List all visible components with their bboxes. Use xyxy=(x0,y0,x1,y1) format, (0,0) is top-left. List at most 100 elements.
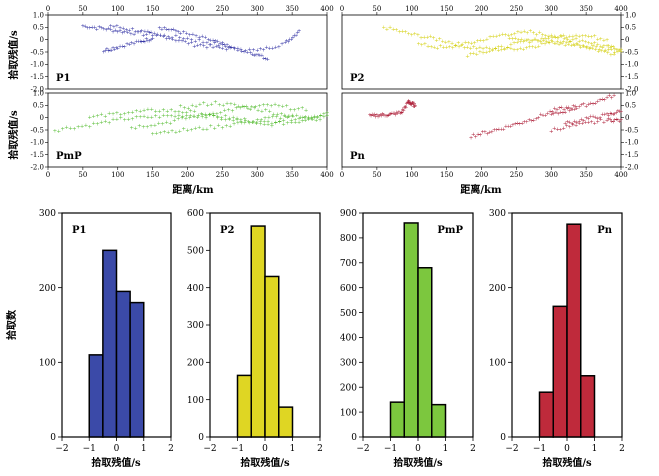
data-point: + xyxy=(149,38,154,44)
data-point: + xyxy=(251,47,256,53)
data-point: + xyxy=(177,110,182,116)
data-point: + xyxy=(248,50,253,56)
data-point: + xyxy=(183,39,188,45)
data-point: + xyxy=(554,41,559,47)
data-point: + xyxy=(603,48,608,54)
data-point: + xyxy=(394,110,399,116)
data-point: + xyxy=(285,115,290,121)
data-point: + xyxy=(143,29,148,35)
data-point: + xyxy=(200,114,205,120)
data-point: + xyxy=(184,31,189,37)
data-point: + xyxy=(594,45,599,51)
data-point: + xyxy=(178,104,183,110)
panel-label: P2 xyxy=(220,225,235,236)
data-point: + xyxy=(236,104,241,110)
data-point: + xyxy=(250,52,255,58)
data-point: + xyxy=(566,42,571,48)
data-point: + xyxy=(434,38,439,44)
data-point: + xyxy=(263,108,268,114)
data-point: + xyxy=(252,105,257,111)
data-point: + xyxy=(585,44,590,50)
y-tick-label: 0.5 xyxy=(625,24,636,32)
series-pn-branch-c: ++++++++++++++++++++++++++++ xyxy=(549,93,617,118)
data-point: + xyxy=(246,106,251,112)
data-point: + xyxy=(122,30,127,36)
data-point: + xyxy=(588,45,593,51)
data-point: + xyxy=(306,116,311,122)
data-point: + xyxy=(153,123,158,129)
y-tick-label: -1.0 xyxy=(625,61,639,69)
data-point: + xyxy=(507,36,512,42)
x-tick-label: 0 xyxy=(114,444,120,454)
y-tick-label: -1.5 xyxy=(625,151,639,159)
data-point: + xyxy=(533,45,538,51)
data-point: + xyxy=(271,112,276,118)
data-point: + xyxy=(153,109,158,115)
x-tick-label: 1 xyxy=(443,444,449,454)
data-point: + xyxy=(274,45,279,51)
data-point: + xyxy=(238,105,243,111)
data-point: + xyxy=(408,102,413,108)
data-point: + xyxy=(558,33,563,39)
data-point: + xyxy=(556,35,561,41)
data-point: + xyxy=(115,46,120,52)
series-pn-branch-a2: +++++++++++++++++++ xyxy=(406,98,418,110)
data-point: + xyxy=(549,112,554,118)
data-point: + xyxy=(220,42,225,48)
histogram-bar xyxy=(580,375,596,438)
series-p2-branch-d: +++++++++++++++++++++++++++++++++++++ xyxy=(507,36,624,56)
data-point: + xyxy=(525,119,530,125)
data-point: + xyxy=(602,49,607,55)
histogram-p2: 0 100 200 300 400 500 600 −2 −1 0 1 2 P2 xyxy=(187,209,323,454)
data-point: + xyxy=(115,24,120,30)
data-point: + xyxy=(150,131,155,137)
data-point: + xyxy=(473,134,478,140)
data-point: + xyxy=(137,123,142,129)
data-point: + xyxy=(516,30,521,36)
data-point: + xyxy=(527,40,532,46)
x-tick-label: 100 xyxy=(111,171,124,179)
y-tick-label: -2.0 xyxy=(31,163,45,171)
data-point: + xyxy=(497,33,502,39)
data-point: + xyxy=(190,103,195,109)
y-tick-label: -0.5 xyxy=(625,48,639,56)
data-point: + xyxy=(180,38,185,44)
data-point: + xyxy=(521,47,526,53)
y-tick-label: -2.0 xyxy=(625,85,639,93)
y-tick-label: 100 xyxy=(39,359,56,369)
data-point: + xyxy=(568,124,573,130)
data-point: + xyxy=(544,33,549,39)
data-point: + xyxy=(609,112,614,118)
data-point: + xyxy=(325,110,330,116)
data-point: + xyxy=(133,126,138,132)
data-point: + xyxy=(472,40,477,46)
data-point: + xyxy=(219,111,224,117)
data-point: + xyxy=(101,49,106,55)
data-point: + xyxy=(599,48,604,54)
data-point: + xyxy=(372,112,377,118)
data-point: + xyxy=(114,45,119,51)
x-tick-label: 1 xyxy=(290,444,296,454)
data-point: + xyxy=(428,34,433,40)
data-point: + xyxy=(161,108,166,114)
data-point: + xyxy=(499,127,504,133)
data-point: + xyxy=(619,109,624,115)
x-tick-label: 0 xyxy=(340,5,344,13)
histogram-bar xyxy=(389,401,405,438)
data-point: + xyxy=(138,30,143,36)
x-tick-label: −2 xyxy=(356,444,369,454)
data-point: + xyxy=(371,113,376,119)
data-point: + xyxy=(540,41,545,47)
data-point: + xyxy=(208,124,213,130)
data-point: + xyxy=(478,38,483,44)
data-point: + xyxy=(441,45,446,51)
data-point: + xyxy=(164,36,169,42)
data-point: + xyxy=(177,129,182,135)
data-point: + xyxy=(184,113,189,119)
data-point: + xyxy=(401,108,406,114)
histogram-bar xyxy=(88,354,104,438)
data-point: + xyxy=(292,33,297,39)
data-point: + xyxy=(506,45,511,51)
data-point: + xyxy=(520,121,525,127)
data-point: + xyxy=(456,41,461,47)
